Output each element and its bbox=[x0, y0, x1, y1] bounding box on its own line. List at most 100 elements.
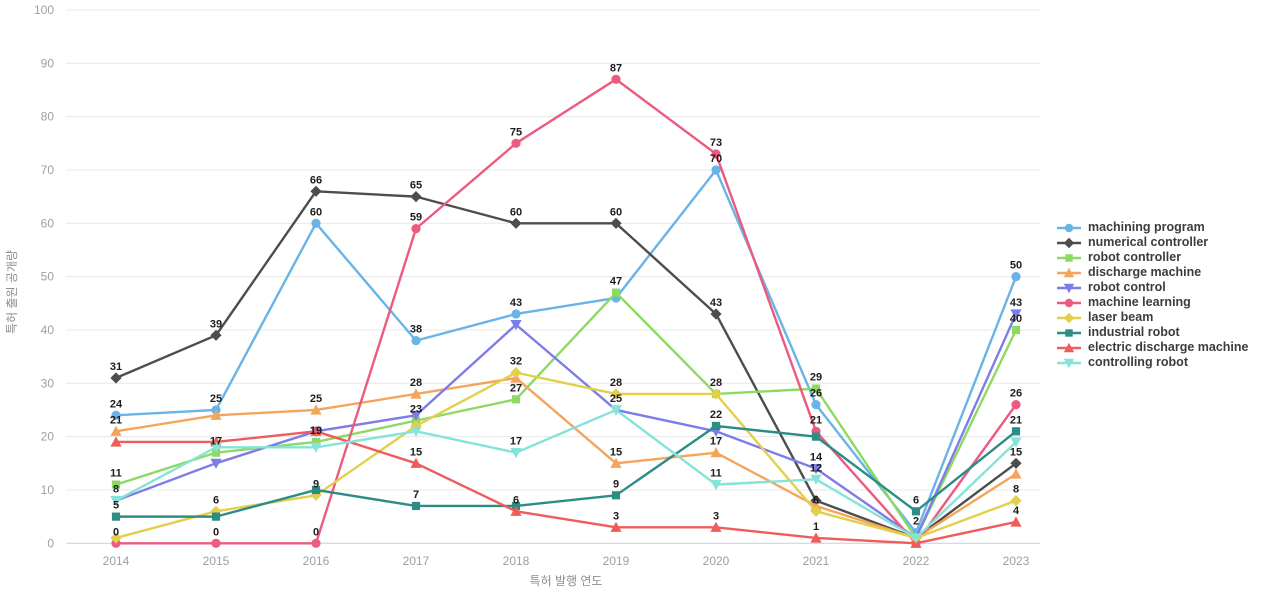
industrial-robot-point-marker[interactable] bbox=[911, 507, 921, 516]
series-line bbox=[114, 376, 1018, 540]
legend-item-industrial-robot[interactable]: industrial robot bbox=[1056, 326, 1249, 339]
robot-control-point-marker[interactable] bbox=[210, 458, 222, 469]
robot-controller-point-marker[interactable] bbox=[111, 480, 121, 489]
industrial-robot-point-marker[interactable] bbox=[111, 512, 121, 521]
machining-program-point-marker[interactable] bbox=[711, 165, 721, 175]
series-line bbox=[114, 424, 1018, 518]
electric-discharge-machine-point-marker[interactable] bbox=[410, 457, 422, 468]
controlling-robot-point-marker[interactable] bbox=[310, 442, 322, 453]
industrial-robot-point-marker[interactable] bbox=[811, 432, 821, 441]
controlling-robot-point-marker[interactable] bbox=[410, 426, 422, 437]
machining-program-point-marker[interactable] bbox=[111, 410, 121, 420]
controlling-robot-point-marker[interactable] bbox=[1010, 437, 1022, 448]
point-value-label: 21 bbox=[110, 414, 122, 426]
controlling-robot-point-marker[interactable] bbox=[110, 496, 122, 507]
robot-control-point-marker[interactable] bbox=[410, 410, 422, 421]
robot-controller-point-marker[interactable] bbox=[1011, 325, 1021, 335]
robot-control-point-marker[interactable] bbox=[510, 320, 522, 331]
machining-program-point-marker[interactable] bbox=[311, 218, 321, 228]
legend-item-laser-beam[interactable]: laser beam bbox=[1056, 311, 1249, 324]
machining-program-point-marker[interactable] bbox=[411, 336, 421, 346]
robot-control-point-marker[interactable] bbox=[810, 464, 822, 475]
laser-beam-point-marker[interactable] bbox=[710, 388, 722, 400]
electric-discharge-machine-point-marker[interactable] bbox=[810, 532, 822, 543]
industrial-robot-point-marker[interactable] bbox=[1011, 427, 1021, 436]
controlling-robot-point-marker[interactable] bbox=[210, 442, 222, 453]
robot-controller-point-marker[interactable] bbox=[611, 288, 621, 297]
discharge-machine-point-marker[interactable] bbox=[210, 409, 222, 420]
numerical-controller-point-marker[interactable] bbox=[710, 308, 722, 320]
industrial-robot-point-marker[interactable] bbox=[211, 512, 221, 521]
point-value-label: 38 bbox=[410, 324, 422, 336]
industrial-robot-point-marker[interactable] bbox=[611, 491, 621, 500]
point-value-label: 59 bbox=[410, 212, 422, 224]
legend-item-machine-learning[interactable]: machine learning bbox=[1056, 296, 1249, 309]
electric-discharge-machine-point-marker[interactable] bbox=[510, 505, 522, 516]
machining-program-point-marker[interactable] bbox=[1011, 272, 1021, 282]
industrial-robot-point-marker[interactable] bbox=[711, 421, 721, 431]
electric-discharge-machine-point-marker[interactable] bbox=[710, 521, 722, 532]
laser-beam-point-marker[interactable] bbox=[1010, 495, 1022, 507]
legend-item-robot-control[interactable]: robot control bbox=[1056, 281, 1249, 294]
machine-learning-point-marker[interactable] bbox=[211, 538, 221, 548]
laser-beam-point-marker[interactable] bbox=[510, 367, 522, 379]
machine-learning-point-marker[interactable] bbox=[311, 538, 321, 548]
numerical-controller-point-marker[interactable] bbox=[110, 372, 122, 384]
numerical-controller-point-marker[interactable] bbox=[510, 217, 522, 229]
robot-control-point-marker[interactable] bbox=[1010, 309, 1022, 320]
machine-learning-point-marker[interactable] bbox=[711, 149, 721, 159]
robot-controller-point-marker[interactable] bbox=[511, 395, 521, 404]
controlling-robot-point-marker[interactable] bbox=[510, 448, 522, 459]
x-tick-label: 2019 bbox=[603, 554, 630, 568]
laser-beam-point-marker[interactable] bbox=[610, 388, 622, 400]
machining-program-point-marker[interactable] bbox=[811, 400, 821, 410]
legend-item-machining-program[interactable]: machining program bbox=[1056, 221, 1249, 234]
series-machining-program bbox=[111, 165, 1021, 538]
electric-discharge-machine-point-marker[interactable] bbox=[110, 436, 122, 447]
discharge-machine-point-marker[interactable] bbox=[410, 388, 422, 399]
point-value-label: 11 bbox=[110, 468, 122, 480]
numerical-controller-point-marker[interactable] bbox=[610, 217, 622, 229]
controlling-robot-point-marker[interactable] bbox=[610, 405, 622, 416]
machine-learning-point-marker[interactable] bbox=[611, 74, 621, 84]
y-tick-label: 10 bbox=[41, 483, 55, 497]
laser-beam-point-marker[interactable] bbox=[210, 505, 222, 517]
robot-controller-point-marker[interactable] bbox=[311, 437, 321, 447]
machine-learning-point-marker[interactable] bbox=[411, 224, 421, 234]
numerical-controller-point-marker[interactable] bbox=[410, 191, 422, 203]
x-tick-label: 2016 bbox=[303, 554, 330, 568]
point-value-label: 3 bbox=[713, 510, 719, 522]
electric-discharge-machine-point-marker[interactable] bbox=[1010, 516, 1022, 527]
discharge-machine-point-marker[interactable] bbox=[710, 447, 722, 458]
controlling-robot-point-marker[interactable] bbox=[910, 533, 922, 544]
numerical-controller-point-marker[interactable] bbox=[1010, 457, 1022, 469]
electric-discharge-machine-point-marker[interactable] bbox=[610, 521, 622, 532]
machine-learning-point-marker[interactable] bbox=[1011, 400, 1021, 410]
machining-program-point-marker[interactable] bbox=[511, 309, 521, 319]
industrial-robot-point-marker[interactable] bbox=[411, 501, 421, 511]
legend-item-controlling-robot[interactable]: controlling robot bbox=[1056, 356, 1249, 369]
point-value-label: 2 bbox=[913, 516, 919, 528]
electric-discharge-machine-point-marker[interactable] bbox=[310, 425, 322, 436]
laser-beam-point-marker[interactable] bbox=[810, 505, 822, 517]
discharge-machine-point-marker[interactable] bbox=[610, 457, 622, 468]
controlling-robot-point-marker[interactable] bbox=[810, 474, 822, 485]
legend-item-robot-controller[interactable]: robot controller bbox=[1056, 251, 1249, 264]
legend-item-numerical-controller[interactable]: numerical controller bbox=[1056, 236, 1249, 249]
controlling-robot-point-marker[interactable] bbox=[710, 480, 722, 491]
legend-item-electric-discharge-machine[interactable]: electric discharge machine bbox=[1056, 341, 1249, 354]
robot-controller-point-marker[interactable] bbox=[811, 384, 821, 393]
numerical-controller-point-marker[interactable] bbox=[310, 185, 322, 197]
numerical-controller-point-marker[interactable] bbox=[210, 329, 222, 341]
robot-controller-marker-icon bbox=[1057, 253, 1081, 262]
laser-beam-point-marker[interactable] bbox=[110, 532, 122, 544]
discharge-machine-point-marker[interactable] bbox=[1010, 468, 1022, 479]
industrial-robot-point-marker[interactable] bbox=[311, 485, 321, 495]
discharge-machine-point-marker[interactable] bbox=[310, 404, 322, 415]
legend-label: laser beam bbox=[1088, 310, 1154, 324]
legend-item-discharge-machine[interactable]: discharge machine bbox=[1056, 266, 1249, 279]
machine-learning-point-marker[interactable] bbox=[511, 138, 521, 148]
point-value-label: 32 bbox=[510, 356, 522, 368]
discharge-machine-point-marker[interactable] bbox=[110, 425, 122, 436]
